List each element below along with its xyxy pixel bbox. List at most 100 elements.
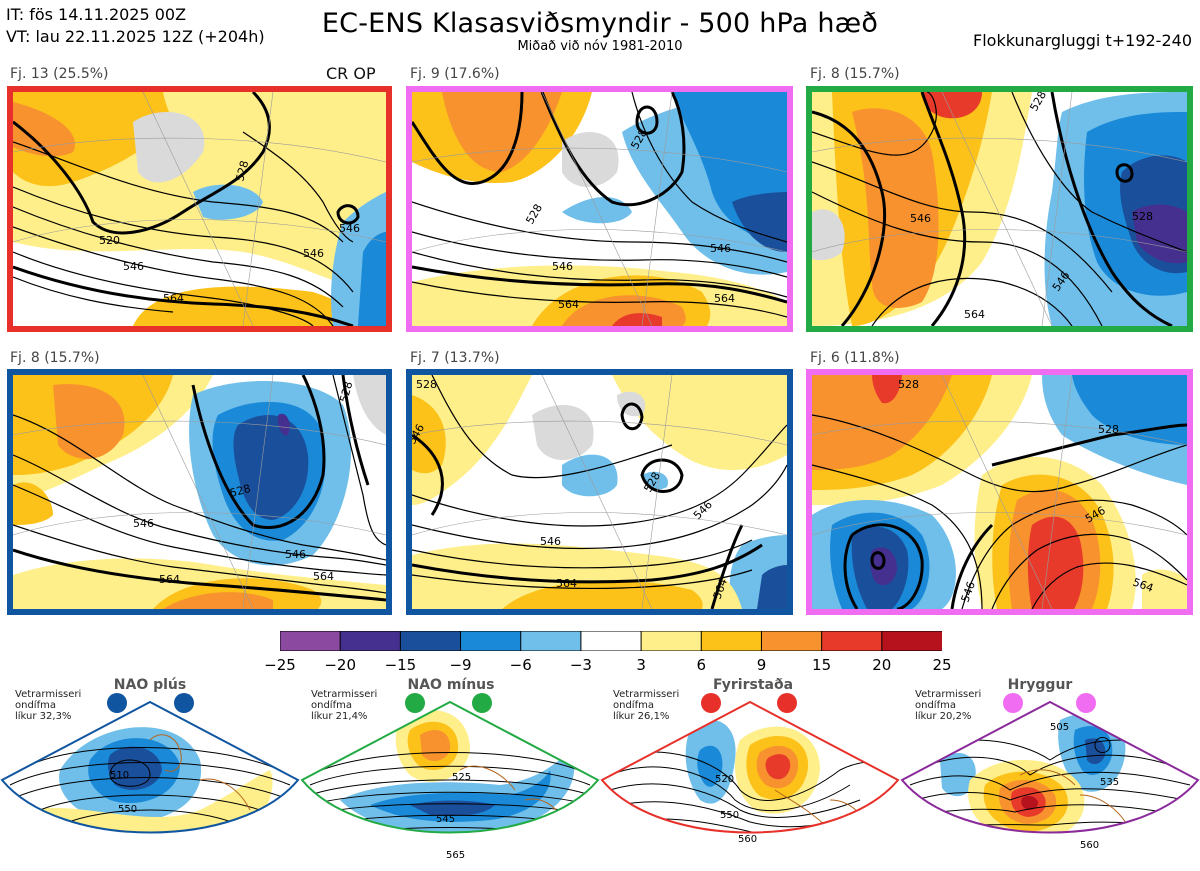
panel-2-contour-label: 564 bbox=[714, 292, 735, 305]
regime-1-map: 510 550 bbox=[0, 700, 300, 834]
panel-4-contour-label: 564 bbox=[159, 573, 180, 586]
colorbar-tick: −6 bbox=[509, 656, 532, 674]
panel-2-contour-label: 564 bbox=[558, 298, 579, 311]
crop-label: CR OP bbox=[326, 64, 376, 83]
cluster-map-5: 528 546 564 528 546 564 546 bbox=[406, 369, 793, 615]
cluster-map-1: 520 546 564 528 546 546 bbox=[7, 86, 392, 332]
regime-2-map: 525 545 565 bbox=[300, 700, 600, 861]
valid-time: VT: lau 22.11.2025 12Z (+204h) bbox=[6, 27, 265, 46]
colorbar-segment bbox=[460, 630, 522, 652]
cluster-map-1-figure: 520 546 564 528 546 546 bbox=[13, 92, 386, 326]
panel-5-contour-label: 546 bbox=[540, 535, 561, 548]
regime-2-title: NAO mínus bbox=[407, 677, 495, 693]
page-title: EC-ENS Klasasviðsmyndir - 500 hPa hæð bbox=[321, 8, 879, 39]
panel-1-contour-label: 520 bbox=[99, 234, 120, 247]
page-subtitle: Miðað við nóv 1981-2010 bbox=[517, 39, 683, 54]
regime-2-note: Vetrarmisseri ondífma líkur 21,4% bbox=[311, 689, 377, 722]
colorbar-tick: 9 bbox=[756, 656, 767, 674]
colorbar-tick: 20 bbox=[872, 656, 892, 674]
cluster-map-6-figure: 528 546 546 564 528 bbox=[812, 375, 1187, 609]
colorbar-segment bbox=[520, 630, 582, 652]
regime-note-line: ondífma bbox=[311, 700, 352, 711]
panel-1-label: Fj. 13 (25.5%) bbox=[10, 66, 109, 82]
regime-4-contour-label: 535 bbox=[1100, 777, 1119, 788]
panel-1-contour-label: 564 bbox=[163, 292, 184, 305]
colorbar-tick: −15 bbox=[384, 656, 417, 674]
cluster-map-2-figure: 528 546 564 564 546 528 bbox=[412, 92, 787, 326]
panel-4-label: Fj. 8 (15.7%) bbox=[10, 350, 100, 366]
colorbar-segment bbox=[399, 630, 462, 652]
regime-1-marker-right bbox=[174, 693, 194, 713]
classification-window: Flokkunargluggi t+192-240 bbox=[973, 31, 1192, 50]
regime-2-contour-label: 565 bbox=[446, 850, 465, 861]
regime-note-line: Vetrarmisseri bbox=[915, 689, 982, 700]
colorbar-segment bbox=[640, 630, 703, 652]
colorbar-tick: −20 bbox=[324, 656, 357, 674]
regime-note-line: Vetrarmisseri bbox=[311, 689, 378, 700]
panel-2-label: Fj. 9 (17.6%) bbox=[410, 66, 500, 82]
regime-3-note: Vetrarmisseri ondífma líkur 26,1% bbox=[613, 689, 679, 722]
regime-3-marker-right bbox=[777, 693, 797, 713]
regime-3-contour-label: 550 bbox=[720, 810, 739, 821]
header-times: IT: fös 14.11.2025 00Z VT: lau 22.11.202… bbox=[6, 4, 265, 48]
panel-2-contour-label: 546 bbox=[552, 260, 573, 273]
regime-note-line: líkur 20,2% bbox=[915, 711, 972, 722]
panel-4-contour-label: 564 bbox=[313, 570, 334, 583]
regime-4-marker-right bbox=[1076, 693, 1096, 713]
cluster-map-2: 528 546 564 564 546 528 bbox=[406, 86, 793, 332]
panel-6-contour-label: 528 bbox=[1098, 423, 1119, 436]
cluster-map-4-figure: 546 564 528 546 564 528 bbox=[13, 375, 386, 609]
regime-1-note: Vetrarmisseri ondífma líkur 32,3% bbox=[15, 689, 81, 722]
panel-1-contour-label: 546 bbox=[123, 260, 144, 273]
regime-3-marker-left bbox=[701, 693, 721, 713]
colorbar-svg bbox=[279, 630, 944, 652]
cluster-map-4: 546 564 528 546 564 528 bbox=[7, 369, 392, 615]
regime-1-title: NAO plús bbox=[113, 677, 187, 693]
regime-1-contour-label: 510 bbox=[110, 770, 129, 781]
colorbar-tick: −25 bbox=[264, 656, 296, 674]
regime-note-line: líkur 21,4% bbox=[311, 711, 368, 722]
panel-3-contour-label: 528 bbox=[1132, 210, 1153, 223]
colorbar-tick: −3 bbox=[569, 656, 592, 674]
colorbar-segment bbox=[700, 630, 763, 652]
colorbar-segment bbox=[760, 630, 823, 652]
regime-2-marker-left bbox=[405, 693, 425, 713]
cluster-map-6: 528 546 546 564 528 bbox=[806, 369, 1193, 615]
panel-3-contour-label: 546 bbox=[910, 212, 931, 225]
panel-5-label: Fj. 7 (13.7%) bbox=[410, 350, 500, 366]
regime-note-line: ondífma bbox=[15, 700, 56, 711]
panel-3-contour-label: 564 bbox=[964, 308, 985, 321]
regime-note-line: ondífma bbox=[915, 700, 956, 711]
regime-1-marker-left bbox=[107, 693, 127, 713]
colorbar-tick: 3 bbox=[636, 656, 646, 674]
colorbar-segment bbox=[580, 630, 643, 652]
panel-4-contour-label: 528 bbox=[337, 380, 355, 404]
panel-5-contour-label: 564 bbox=[556, 577, 577, 590]
cluster-map-5-figure: 528 546 564 528 546 564 546 bbox=[412, 375, 787, 609]
panel-4-contour-label: 528 bbox=[228, 482, 252, 500]
colorbar-tick: 6 bbox=[696, 656, 707, 674]
regime-4-marker-left bbox=[1003, 693, 1023, 713]
regime-2-marker-right bbox=[472, 693, 492, 713]
panel-3-label: Fj. 8 (15.7%) bbox=[810, 66, 900, 82]
colorbar-segment bbox=[881, 630, 944, 652]
regime-3-contour-label: 520 bbox=[715, 774, 734, 785]
regime-4-contour-label: 560 bbox=[1080, 840, 1099, 851]
init-time: IT: fös 14.11.2025 00Z bbox=[6, 5, 187, 24]
regime-note-line: líkur 32,3% bbox=[15, 711, 72, 722]
regime-2-contour-label: 525 bbox=[452, 772, 471, 783]
regime-note-line: Vetrarmisseri bbox=[15, 689, 82, 700]
regime-3-title: Fyrirstaða bbox=[712, 677, 794, 693]
colorbar bbox=[279, 630, 944, 652]
panel-1-contour-label: 546 bbox=[339, 222, 360, 235]
panel-6-label: Fj. 6 (11.8%) bbox=[810, 350, 900, 366]
colorbar-labels: −25 −20 −15 −9 −6 −3 3 6 9 15 20 25 bbox=[264, 656, 951, 674]
regime-4-note: Vetrarmisseri ondífma líkur 20,2% bbox=[915, 689, 981, 722]
regime-4-map: 505 535 560 bbox=[900, 700, 1200, 851]
regime-4-contour-label: 505 bbox=[1050, 722, 1069, 733]
colorbar-segment bbox=[821, 630, 883, 652]
regime-2-contour-label: 545 bbox=[436, 814, 455, 825]
regime-3-contour-label: 560 bbox=[738, 834, 757, 845]
regime-note-line: líkur 26,1% bbox=[613, 711, 670, 722]
panel-5-contour-label: 528 bbox=[416, 378, 437, 391]
